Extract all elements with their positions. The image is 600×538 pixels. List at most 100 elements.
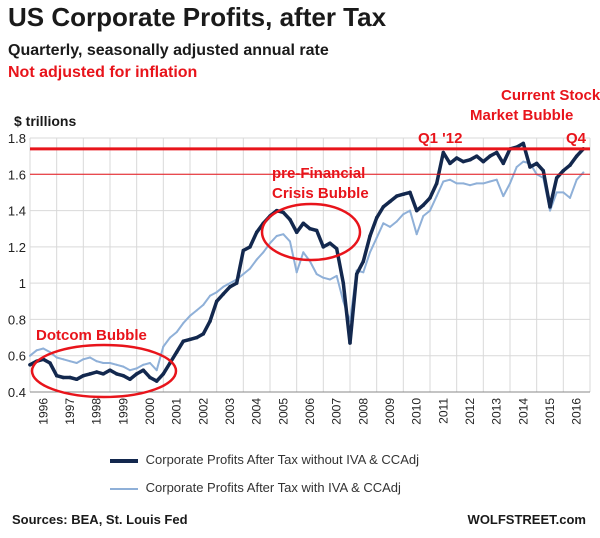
dark-series-line-point	[421, 203, 426, 207]
chart-subtitle: Quarterly, seasonally adjusted annual ra…	[8, 42, 329, 59]
light-series-line-point	[135, 367, 138, 370]
light-series-line-point	[175, 331, 178, 334]
light-series-line-point	[149, 362, 151, 364]
x-tick-label: 2003	[223, 398, 237, 425]
light-series-line-point	[69, 360, 71, 363]
dotcom-label: Dotcom Bubble	[36, 327, 147, 344]
light-series-line-point	[35, 349, 38, 352]
light-series-line-point	[202, 303, 205, 306]
y-tick-label: 1.2	[8, 240, 26, 255]
light-series-line-point	[215, 291, 218, 294]
light-series-line-point	[142, 363, 145, 366]
dark-series-line-point	[88, 372, 92, 376]
dark-series-line-point	[68, 375, 72, 380]
dark-series-line-point	[321, 245, 326, 249]
dark-series-line-point	[194, 335, 199, 340]
x-tick-label: 1999	[116, 398, 130, 425]
dark-series-line-point	[548, 205, 552, 209]
x-tick-label: 2013	[490, 398, 504, 425]
light-series-line-point	[282, 233, 285, 236]
light-series-line-point	[229, 282, 231, 285]
dark-series-line-point	[214, 299, 219, 304]
x-tick-label: 2014	[516, 398, 530, 425]
dark-series-line-point	[128, 377, 132, 382]
light-series-line-point	[369, 251, 371, 254]
dark-series-line-point	[288, 217, 292, 222]
dark-series-line-point	[401, 192, 406, 196]
light-series-line-point	[162, 345, 165, 348]
x-tick-label: 2010	[410, 398, 424, 425]
gridlines	[29, 137, 591, 393]
x-tick-label: 2011	[436, 398, 450, 424]
current-bubble-label-line2: Market Bubble	[470, 107, 573, 124]
x-tick-label: 2004	[250, 398, 264, 425]
x-tick-label: 1996	[36, 398, 50, 425]
dark-series-line-point	[301, 221, 306, 226]
dark-series-line-point	[434, 181, 439, 186]
dark-series-line-point	[441, 150, 446, 155]
light-series-line-point	[315, 273, 318, 276]
dark-series-line-point	[381, 205, 386, 209]
dark-series-line-point	[314, 228, 319, 233]
light-series-line-point	[429, 209, 431, 212]
dark-series-line-point	[348, 341, 352, 345]
light-series-line-point	[442, 180, 445, 183]
light-series-line-point	[482, 182, 485, 185]
current-bubble-label-line1: Current Stock	[501, 87, 600, 104]
light-series-line-point	[402, 213, 405, 216]
light-series-line-point	[55, 356, 58, 359]
light-series-line-point	[182, 322, 185, 325]
dark-series-line-point	[121, 373, 126, 378]
light-series-line-point	[582, 171, 585, 174]
dark-series-line-point	[468, 158, 472, 162]
dark-series-line-point	[114, 372, 119, 376]
dark-series-line-point	[528, 165, 532, 169]
light-series-line-point	[275, 235, 278, 237]
light-series-line-point	[382, 222, 385, 225]
dark-series-group	[28, 141, 586, 383]
dark-series-line-point	[568, 163, 572, 167]
dark-series-line-point	[248, 245, 252, 249]
y-tick-label: 0.8	[8, 312, 26, 327]
light-series-group	[29, 160, 585, 372]
light-series-line-point	[555, 191, 558, 194]
inflation-note: Not adjusted for inflation	[8, 64, 198, 81]
legend-swatch-light	[110, 487, 138, 490]
light-series-line-point	[422, 215, 425, 217]
y-tick-label: 1	[19, 276, 26, 291]
light-series-line-point	[502, 195, 505, 198]
dark-series-line-point	[341, 281, 346, 285]
dark-series-line-point	[81, 373, 86, 378]
dark-series-line-point	[354, 272, 359, 276]
dark-series-line-point	[254, 230, 259, 235]
dark-series-line-point	[281, 210, 286, 215]
axes: 0.4 0.6 0.8 1 1.2 1.4 1.6 1.8 1996 1997 1998 1999 20…	[8, 131, 590, 425]
light-series-line-point	[155, 369, 158, 372]
dark-series-line-point	[234, 281, 239, 285]
light-series-line-point	[362, 271, 365, 274]
light-series-line-point	[249, 267, 251, 270]
light-series-line-point	[522, 160, 525, 163]
dark-series-line-point	[488, 154, 492, 158]
x-tick-label: 1998	[90, 398, 104, 425]
dark-series-line-point	[54, 373, 59, 378]
dark-series-line-point	[161, 372, 166, 376]
light-series-line-point	[302, 251, 305, 254]
light-series-line-point	[95, 360, 98, 363]
dotcom-bubble-circle	[30, 343, 178, 399]
dark-series-line-point	[541, 168, 546, 173]
legend-label-light: Corporate Profits After Tax with IVA & C…	[145, 480, 401, 495]
dark-series-line-point	[228, 285, 232, 289]
light-series-line-point	[222, 285, 225, 288]
dark-series-line-point	[148, 375, 152, 380]
legend-item-light: Corporate Profits After Tax with IVA & C…	[110, 480, 401, 495]
dark-series-line-point	[134, 372, 139, 376]
x-tick-label: 2006	[303, 398, 317, 425]
light-series-line-point	[375, 236, 378, 239]
y-tick-label: 0.6	[8, 349, 26, 364]
y-tick-label: 1.8	[8, 131, 26, 146]
light-series-line-point	[455, 182, 458, 185]
light-series-line-point	[475, 182, 478, 185]
dark-series-line-point	[494, 150, 499, 155]
chart-canvas: 0.4 0.6 0.8 1 1.2 1.4 1.6 1.8 1996 1997 1998 1999 20…	[8, 87, 600, 425]
